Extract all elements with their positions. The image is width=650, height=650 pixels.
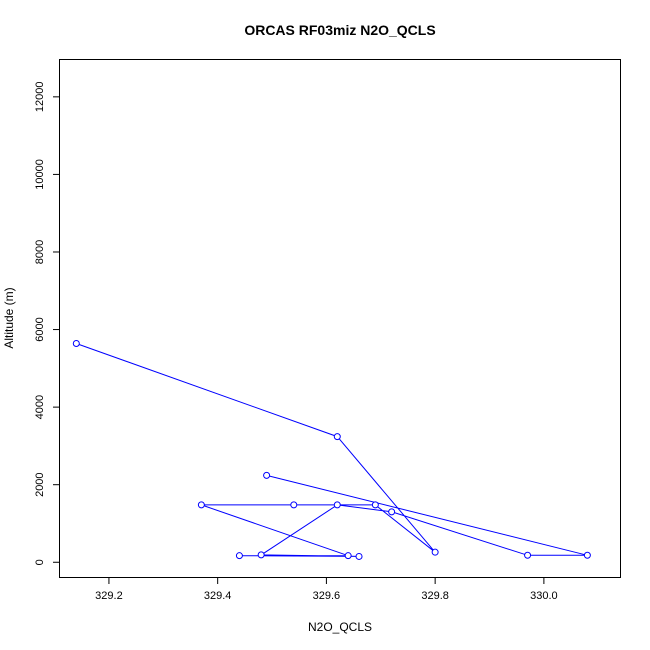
chart-title: ORCAS RF03miz N2O_QCLS xyxy=(244,22,435,38)
y-axis: 0 2000 4000 6000 8000 10000 12000 xyxy=(34,82,60,565)
data-point xyxy=(431,548,439,556)
data-point xyxy=(197,501,205,509)
data-point xyxy=(257,551,265,559)
data-point xyxy=(583,551,591,559)
x-tick-label: 329.6 xyxy=(313,590,341,602)
y-axis-label: Altitude (m) xyxy=(2,287,16,348)
y-tick-label: 10000 xyxy=(34,159,46,190)
data-point xyxy=(333,433,341,441)
y-tick-label: 6000 xyxy=(34,317,46,341)
x-tick-label: 330.0 xyxy=(530,590,558,602)
y-tick-label: 0 xyxy=(34,559,46,565)
y-tick-label: 12000 xyxy=(34,82,46,113)
data-point xyxy=(290,501,298,509)
data-point xyxy=(355,552,363,560)
data-point xyxy=(524,551,532,559)
data-point xyxy=(72,340,80,348)
x-tick-label: 329.4 xyxy=(204,590,232,602)
series-group xyxy=(72,340,591,560)
y-tick-label: 4000 xyxy=(34,395,46,419)
y-tick-label: 8000 xyxy=(34,240,46,264)
y-tick-label: 2000 xyxy=(34,472,46,496)
x-axis: 329.2 329.4 329.6 329.8 330.0 xyxy=(95,577,558,602)
data-point xyxy=(388,508,396,516)
data-point xyxy=(344,552,352,560)
x-axis-label: N2O_QCLS xyxy=(308,620,372,634)
data-point xyxy=(371,501,379,509)
data-point xyxy=(235,552,243,560)
plot-frame xyxy=(59,59,621,578)
data-point xyxy=(263,471,271,479)
data-point xyxy=(333,501,341,509)
x-tick-label: 329.8 xyxy=(421,590,449,602)
x-tick-label: 329.2 xyxy=(95,590,123,602)
